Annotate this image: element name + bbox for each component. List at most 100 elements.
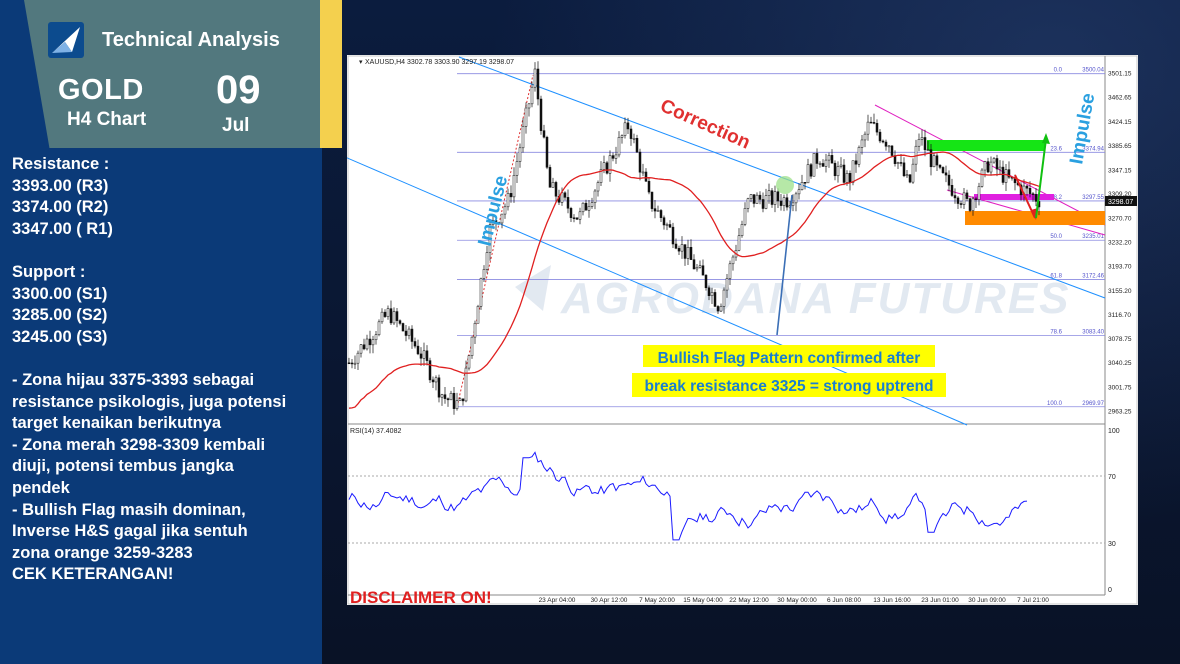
candlestick-series: [347, 61, 1041, 415]
candle-body: [605, 162, 609, 174]
candle-body: [923, 137, 927, 151]
price-axis-label: 3462.65: [1108, 95, 1132, 102]
candle-body: [431, 379, 435, 383]
candle-body: [440, 394, 444, 398]
candle-body: [998, 166, 1002, 170]
candle-body: [968, 198, 972, 211]
candle-body: [497, 222, 501, 224]
candle-body: [752, 194, 756, 204]
candle-body: [959, 203, 963, 205]
fib-level-percent: 78.6: [1050, 330, 1062, 336]
candle-body: [554, 182, 558, 197]
candle-body: [911, 163, 915, 183]
candle-body: [671, 226, 675, 245]
candle-body: [740, 224, 744, 236]
time-axis-label: 7 May 20:00: [639, 597, 675, 604]
commentary-line: target kenaikan berikutnya: [12, 414, 222, 433]
candle-body: [971, 198, 975, 211]
header-accent-bar: [320, 0, 342, 148]
breakout-pointer-line: [776, 194, 793, 336]
candle-body: [881, 140, 885, 143]
candle-body: [461, 398, 465, 402]
price-axis-label: 3232.20: [1108, 240, 1132, 247]
candle-body: [746, 198, 750, 209]
candle-body: [704, 274, 708, 289]
candle-body: [899, 162, 903, 164]
fib-level-percent: 38.2: [1050, 195, 1062, 201]
price-axis-label: 3309.20: [1108, 191, 1132, 198]
price-axis-label: 3155.20: [1108, 288, 1132, 295]
price-axis-labels: 3501.15 3462.65 3424.15 3385.65 3347.15 3309.…: [1108, 71, 1132, 416]
price-axis-label: 3347.15: [1108, 167, 1132, 174]
candle-body: [614, 154, 618, 159]
candle-body: [926, 149, 930, 151]
time-axis-label: 15 May 04:00: [683, 597, 723, 604]
time-axis-label: 30 May 00:00: [777, 597, 817, 604]
candle-body: [725, 278, 729, 291]
candle-body: [986, 161, 990, 173]
candle-body: [665, 224, 669, 226]
candle-body: [770, 190, 774, 205]
candle-body: [467, 355, 471, 369]
candle-body: [404, 330, 408, 336]
resistance-title: Resistance :: [12, 155, 110, 173]
candle-body: [737, 235, 741, 251]
candle-body: [530, 86, 534, 105]
candle-body: [443, 394, 447, 399]
candle-body: [524, 107, 528, 127]
candle-body: [800, 182, 804, 190]
candle-body: [905, 174, 909, 177]
impulse-dotted-line: [456, 74, 534, 408]
candle-body: [761, 199, 765, 209]
candle-body: [632, 138, 636, 140]
chart-menu-icon[interactable]: ▾: [359, 59, 363, 66]
candle-body: [482, 269, 486, 279]
candle-body: [845, 173, 849, 183]
time-axis-label: 30 Apr 12:00: [591, 597, 628, 604]
commentary-line: diuji, potensi tembus jangka: [12, 457, 234, 476]
candle-body: [902, 162, 906, 177]
candle-body: [836, 166, 840, 177]
flag-callout-bg-1: [643, 345, 935, 367]
candle-body: [920, 137, 924, 140]
candle-body: [617, 137, 621, 156]
candle-body: [377, 321, 381, 335]
candle-body: [773, 191, 777, 205]
candle-body: [917, 139, 921, 147]
candle-body: [572, 217, 576, 219]
candle-body: [929, 149, 933, 168]
candle-body: [827, 155, 831, 161]
time-axis-label: 22 May 12:00: [729, 597, 769, 604]
candle-body: [674, 243, 678, 249]
candle-body: [551, 182, 555, 188]
candle-body: [506, 193, 510, 208]
time-axis-label: 23 Apr 04:00: [539, 597, 576, 604]
candle-body: [791, 202, 795, 206]
fib-level-percent: 0.0: [1054, 68, 1063, 74]
candle-body: [689, 247, 693, 260]
candle-body: [779, 200, 783, 206]
price-axis-label: 3270.70: [1108, 215, 1132, 222]
candle-body: [908, 174, 912, 183]
candle-body: [545, 136, 549, 168]
candle-body: [818, 163, 822, 165]
commentary-line: resistance psikologis, juga potensi: [12, 392, 287, 411]
candle-body: [620, 135, 624, 138]
price-axis-label: 3001.75: [1108, 384, 1132, 391]
candle-body: [947, 174, 951, 186]
fib-level-percent: 23.6: [1050, 146, 1062, 152]
disclaimer-label: DISCLAIMER ON!: [350, 588, 492, 605]
candle-body: [455, 400, 459, 409]
candle-body: [707, 287, 711, 296]
candle-body: [686, 247, 690, 259]
target-arrow-head: [1042, 133, 1050, 144]
date-month: Jul: [222, 115, 250, 136]
candle-body: [1028, 187, 1032, 194]
candle-body: [698, 265, 702, 268]
candle-body: [374, 334, 378, 341]
candle-body: [521, 126, 525, 149]
candle-body: [569, 208, 573, 218]
chart-window: AGRODANA FUTURES 0.0 3500.04 23.6 3374.94 38…: [347, 55, 1138, 605]
candle-body: [470, 336, 474, 356]
magenta-zone: [974, 194, 1054, 200]
